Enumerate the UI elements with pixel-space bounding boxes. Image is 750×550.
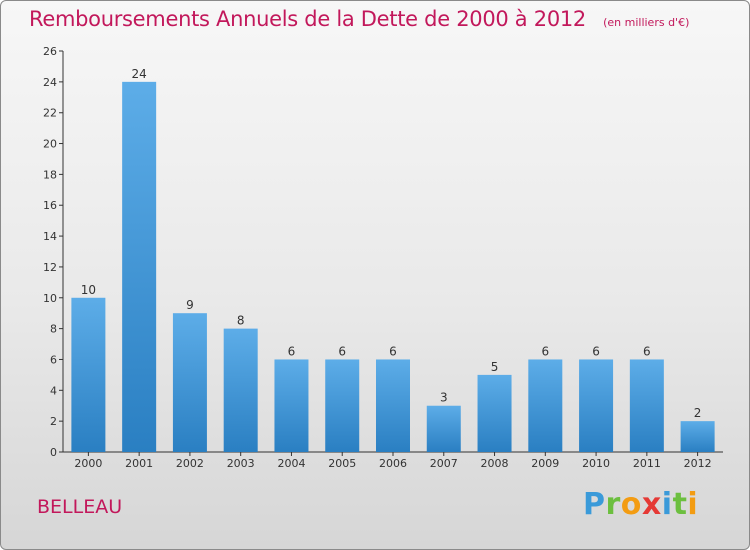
- y-tick-label: 8: [50, 323, 57, 336]
- bar-2004: [274, 359, 309, 452]
- x-tick-label: 2003: [227, 457, 255, 470]
- y-tick-label: 4: [50, 384, 57, 397]
- bar-2011: [629, 359, 664, 452]
- x-tick-label: 2011: [633, 457, 661, 470]
- x-tick-label: 2010: [582, 457, 610, 470]
- bar-2009: [528, 359, 563, 452]
- data-label: 6: [592, 344, 600, 358]
- data-label: 8: [237, 314, 245, 328]
- x-tick-label: 2001: [125, 457, 153, 470]
- bar-2002: [172, 313, 207, 452]
- bar-2008: [477, 374, 512, 452]
- x-tick-label: 2005: [328, 457, 356, 470]
- y-tick-label: 16: [43, 199, 57, 212]
- x-tick-label: 2007: [430, 457, 458, 470]
- y-tick-label: 18: [43, 168, 57, 181]
- y-tick-label: 22: [43, 107, 57, 120]
- data-label: 2: [694, 406, 702, 420]
- data-label: 9: [186, 298, 194, 312]
- title-unit: (en milliers d'€): [603, 16, 690, 29]
- y-tick-label: 14: [43, 230, 57, 243]
- bar-2005: [325, 359, 360, 452]
- x-tick-label: 2004: [277, 457, 305, 470]
- bar-2007: [426, 405, 461, 452]
- y-tick-label: 10: [43, 292, 57, 305]
- bar-2003: [223, 328, 258, 452]
- x-tick-label: 2012: [684, 457, 712, 470]
- bar-2006: [376, 359, 410, 452]
- y-tick-label: 20: [43, 138, 57, 151]
- logo-letter: r: [605, 487, 621, 522]
- x-tick-label: 2002: [176, 457, 204, 470]
- logo-letter: i: [661, 487, 673, 522]
- y-tick-label: 0: [50, 446, 57, 459]
- x-tick-label: 2008: [481, 457, 509, 470]
- data-label: 6: [541, 344, 549, 358]
- data-label: 5: [491, 360, 499, 374]
- logo-letter: x: [641, 487, 662, 522]
- x-tick-label: 2006: [379, 457, 407, 470]
- y-tick-label: 6: [50, 353, 57, 366]
- data-label: 10: [81, 283, 96, 297]
- commune-name: BELLEAU: [37, 496, 123, 518]
- data-label: 6: [389, 344, 397, 358]
- bar-2001: [122, 81, 157, 452]
- bar-2000: [71, 297, 106, 452]
- data-label: 3: [440, 391, 448, 405]
- bar-2012: [680, 421, 715, 452]
- y-tick-label: 24: [43, 76, 57, 89]
- y-tick-label: 26: [43, 45, 57, 58]
- x-tick-label: 2009: [531, 457, 559, 470]
- data-label: 6: [288, 344, 296, 358]
- chart-title: Remboursements Annuels de la Dette de 20…: [29, 7, 689, 31]
- bars: 10 24 9 8 6 6 6 3 5 6 6 6 2: [71, 67, 715, 452]
- y-tick-label: 2: [50, 415, 57, 428]
- logo-letter: P: [583, 487, 606, 522]
- y-tick-label: 12: [43, 261, 57, 274]
- logo-letter: t: [672, 487, 688, 522]
- logo-letter: o: [620, 487, 642, 522]
- data-label: 24: [132, 67, 147, 81]
- data-label: 6: [338, 344, 346, 358]
- x-tick-label: 2000: [74, 457, 102, 470]
- data-label: 6: [643, 344, 651, 358]
- proxiti-logo: Proxiti: [583, 487, 698, 522]
- logo-letter: i: [687, 487, 699, 522]
- bar-2010: [579, 359, 614, 452]
- title-text: Remboursements Annuels de la Dette de 20…: [29, 7, 586, 31]
